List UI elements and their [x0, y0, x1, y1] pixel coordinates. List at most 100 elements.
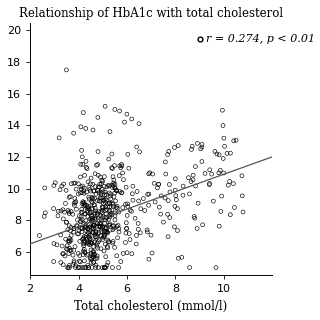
Point	[73, 180, 78, 186]
Point	[81, 236, 86, 242]
Point	[100, 205, 106, 210]
Point	[95, 221, 100, 226]
Point	[107, 222, 112, 228]
Point	[86, 205, 91, 210]
Point	[95, 212, 100, 217]
Point	[66, 265, 71, 270]
Point	[222, 144, 227, 149]
Point	[196, 201, 201, 206]
Point	[84, 240, 89, 245]
Point	[124, 250, 130, 255]
Point	[175, 206, 180, 211]
Point	[91, 196, 96, 202]
Point	[99, 229, 104, 234]
Point	[97, 182, 102, 187]
Point	[117, 108, 122, 114]
Point	[199, 145, 204, 150]
Point	[78, 219, 83, 224]
Point	[172, 224, 177, 229]
Point	[175, 228, 180, 233]
Point	[110, 241, 115, 246]
Point	[199, 159, 204, 164]
Point	[127, 231, 132, 236]
Point	[129, 209, 134, 214]
Point	[64, 220, 69, 225]
Point	[78, 124, 84, 129]
Point	[165, 152, 170, 157]
Point	[58, 187, 63, 192]
Point	[198, 146, 203, 151]
Point	[145, 229, 150, 235]
Point	[92, 188, 97, 193]
Point	[88, 210, 93, 215]
Point	[65, 227, 70, 232]
Point	[86, 195, 91, 200]
Point	[82, 221, 87, 226]
Point	[86, 265, 91, 270]
Point	[89, 218, 94, 223]
Point	[78, 259, 83, 264]
Point	[167, 189, 172, 195]
Point	[90, 216, 95, 221]
Point	[104, 263, 109, 268]
Point	[91, 244, 96, 249]
Point	[146, 257, 151, 262]
Point	[109, 207, 115, 212]
Point	[103, 217, 108, 222]
Point	[100, 189, 106, 194]
Point	[102, 220, 107, 226]
Point	[119, 164, 124, 169]
Point	[92, 232, 98, 237]
Point	[63, 236, 68, 242]
Point	[96, 239, 101, 244]
Point	[90, 254, 95, 259]
Point	[81, 243, 86, 248]
Point	[220, 123, 226, 128]
Point	[187, 191, 192, 196]
Point	[37, 233, 42, 238]
Point	[74, 263, 79, 268]
Point	[110, 185, 115, 190]
Point	[107, 208, 112, 213]
Point	[156, 182, 161, 187]
Point	[163, 172, 168, 177]
Point	[90, 200, 95, 205]
Point	[172, 145, 177, 150]
Point	[92, 196, 97, 201]
Point	[77, 190, 83, 196]
Point	[78, 265, 83, 270]
Point	[114, 224, 119, 229]
Point	[74, 187, 79, 192]
Point	[80, 154, 85, 159]
Point	[102, 265, 107, 270]
Point	[114, 188, 119, 193]
Point	[128, 208, 133, 213]
Point	[97, 198, 102, 203]
Point	[66, 238, 71, 244]
Point	[109, 212, 114, 218]
Point	[78, 226, 83, 231]
Point	[207, 181, 212, 186]
Point	[73, 244, 78, 249]
Point	[100, 179, 105, 184]
Point	[78, 184, 84, 189]
Point	[221, 156, 226, 161]
Point	[81, 252, 86, 257]
Point	[99, 190, 104, 196]
Point	[107, 201, 112, 206]
Point	[98, 213, 103, 219]
Point	[107, 183, 112, 188]
Point	[96, 230, 101, 235]
Point	[90, 225, 95, 230]
Point	[79, 190, 84, 195]
Point	[239, 173, 244, 178]
Point	[136, 227, 141, 232]
Point	[85, 180, 91, 185]
Point	[71, 248, 76, 253]
Point	[61, 251, 66, 256]
Point	[192, 216, 197, 221]
Point	[98, 233, 103, 238]
Point	[82, 186, 87, 191]
Point	[193, 183, 198, 188]
Point	[76, 251, 81, 256]
